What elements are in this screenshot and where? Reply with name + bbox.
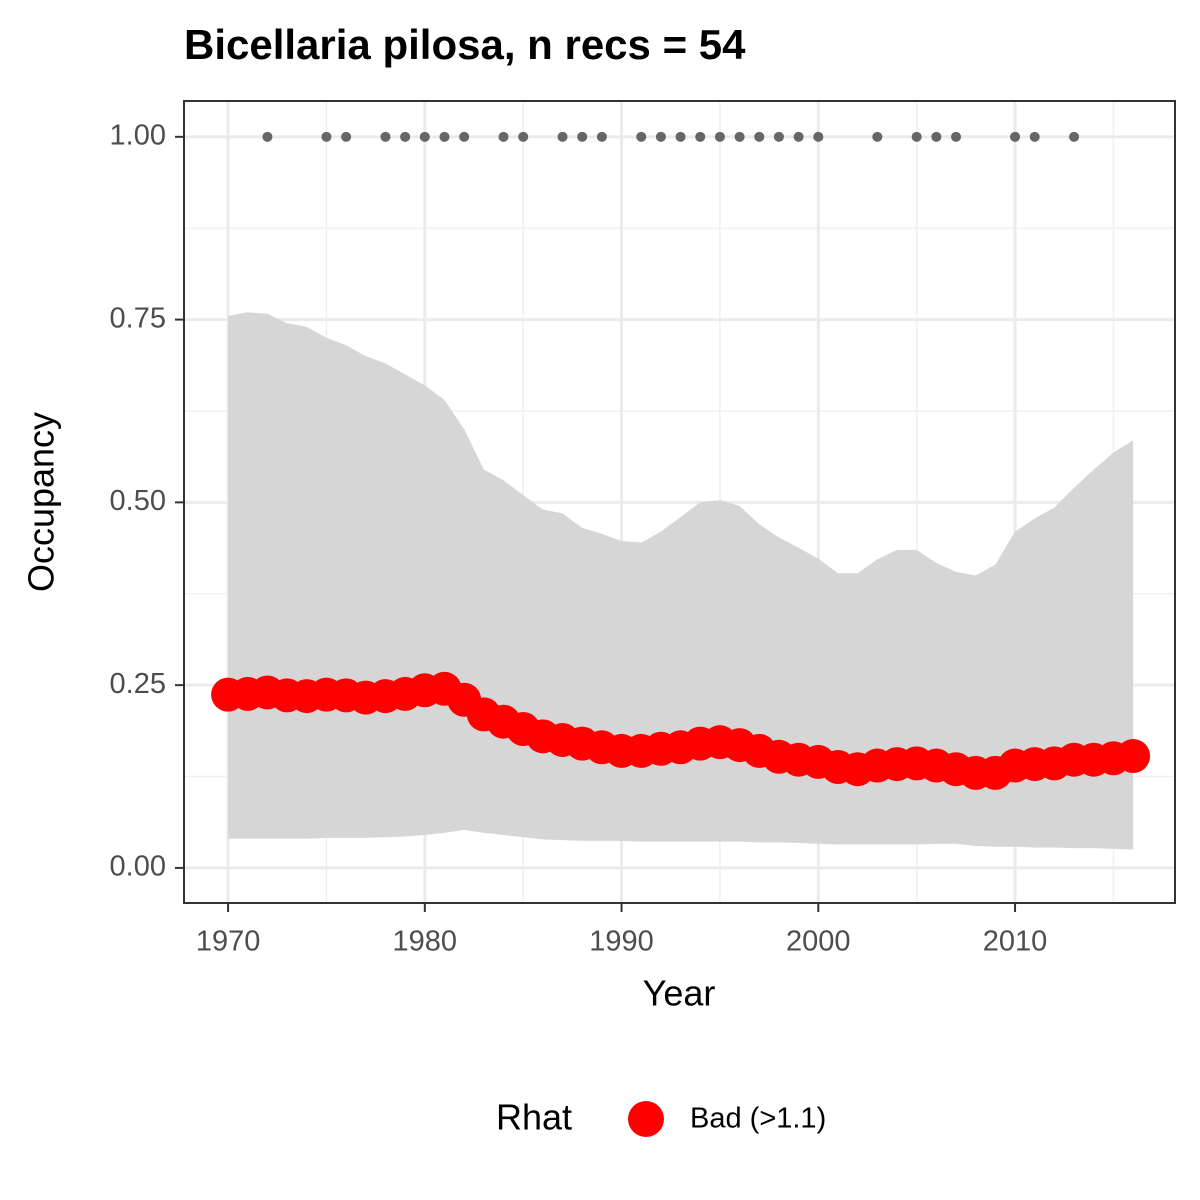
y-tick-label: 1.00 <box>110 119 166 151</box>
record-point <box>911 131 922 142</box>
record-point <box>951 131 962 142</box>
y-axis-label: Occupancy <box>21 412 62 592</box>
x-tick-label: 1990 <box>589 926 654 958</box>
record-point <box>419 131 430 142</box>
y-tick-label: 0.75 <box>110 302 166 334</box>
mean-point <box>1116 739 1151 774</box>
record-point <box>872 131 883 142</box>
record-point <box>577 131 588 142</box>
record-point <box>400 131 411 142</box>
record-point <box>1029 131 1040 142</box>
y-tick-label: 0.25 <box>110 668 166 700</box>
record-point <box>262 131 273 142</box>
confidence-ribbon <box>228 312 1134 850</box>
record-point <box>557 131 568 142</box>
record-point <box>655 131 666 142</box>
record-point <box>439 131 450 142</box>
legend-marker <box>628 1101 664 1137</box>
record-point <box>518 131 529 142</box>
record-point <box>931 131 942 142</box>
legend-title: Rhat <box>496 1097 572 1138</box>
record-point <box>813 131 824 142</box>
record-point <box>380 131 391 142</box>
record-point <box>321 131 332 142</box>
record-point <box>341 131 352 142</box>
y-tick-label: 0.50 <box>110 485 166 517</box>
legend-label: Bad (>1.1) <box>690 1103 826 1135</box>
record-point <box>675 131 686 142</box>
x-tick-label: 1980 <box>393 926 458 958</box>
record-point <box>459 131 470 142</box>
record-point <box>695 131 706 142</box>
x-axis-label: Year <box>643 973 716 1014</box>
record-point <box>636 131 647 142</box>
x-tick-label: 2000 <box>786 926 851 958</box>
chart-title: Bicellaria pilosa, n recs = 54 <box>184 21 746 68</box>
record-point <box>498 131 509 142</box>
record-point <box>1010 131 1021 142</box>
record-point <box>793 131 804 142</box>
x-tick-label: 1970 <box>196 926 261 958</box>
record-point <box>596 131 607 142</box>
record-point <box>1069 131 1080 142</box>
record-point <box>734 131 745 142</box>
record-point <box>754 131 765 142</box>
y-tick-label: 0.00 <box>110 851 166 883</box>
x-tick-label: 2010 <box>983 926 1048 958</box>
record-point <box>714 131 725 142</box>
record-point <box>773 131 784 142</box>
